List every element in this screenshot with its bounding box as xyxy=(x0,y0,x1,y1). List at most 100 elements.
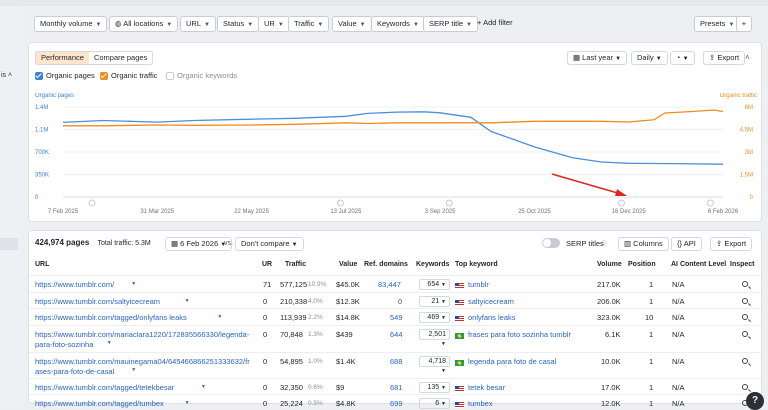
organic-pages-checkbox[interactable]: Organic pages xyxy=(35,71,95,80)
url-menu-chevron-icon[interactable]: ▼ xyxy=(184,298,190,304)
table-row[interactable]: https://www.tumblr.com/mauinegama04/6454… xyxy=(29,352,763,378)
col-header-volume[interactable]: Volume xyxy=(597,261,622,268)
table-row[interactable]: https://www.tumblr.com/saltyicecream ▼ 0 21… xyxy=(29,292,763,308)
url-filter[interactable]: URL ▼ xyxy=(180,16,216,32)
url-link[interactable]: https://www.tumblr.com/tagged/onlyfans l… xyxy=(35,313,187,322)
organic-keywords-checkbox[interactable]: Organic keywords xyxy=(166,71,237,80)
chart-export-button[interactable]: ⇪ Export xyxy=(703,51,746,65)
url-link[interactable]: https://www.tumblr.com/mariaclara1220/17… xyxy=(35,330,250,339)
inspect-search-icon[interactable] xyxy=(742,358,748,364)
right-axis-title: Organic traffic xyxy=(720,93,757,99)
inspect-search-icon[interactable] xyxy=(742,298,748,304)
tab-compare-pages[interactable]: Compare pages xyxy=(88,52,153,64)
url-link-continued[interactable]: ases-para-foto-de-casal xyxy=(35,367,115,376)
traffic-filter[interactable]: Traffic ▼ xyxy=(288,16,330,32)
col-header-inspect[interactable]: Inspect xyxy=(730,261,755,268)
col-header-ur[interactable]: UR xyxy=(262,261,273,268)
url-link[interactable]: https://www.tumblr.com/mauinegama04/6454… xyxy=(35,357,250,366)
col-header-ref-domains[interactable]: Ref. domains xyxy=(364,261,408,268)
date-dropdown[interactable]: ▦ 6 Feb 2026 ▼ xyxy=(165,237,233,251)
table-row[interactable]: https://www.tumblr.com/tagged/tumbex ▼ 0 25… xyxy=(29,394,763,410)
traffic-value: 210,338 xyxy=(280,297,308,306)
inspect-search-icon[interactable] xyxy=(742,281,748,287)
table-row[interactable]: https://www.tumblr.com/mariaclara1220/17… xyxy=(29,325,763,352)
url-link[interactable]: https://www.tumblr.com/tagged/tetekbesar xyxy=(35,383,175,392)
url-link[interactable]: https://www.tumblr.com/saltyicecream xyxy=(35,297,161,306)
ref-domains-link[interactable]: 681 xyxy=(390,383,403,392)
collapse-icon[interactable]: ˄ xyxy=(745,53,750,62)
status-filter[interactable]: Status ▼ xyxy=(217,16,260,32)
url-link-continued[interactable]: para-foto-sozinha xyxy=(35,340,94,349)
right-tick-label: 4.5M xyxy=(740,128,753,134)
tab-performance[interactable]: Performance xyxy=(36,52,89,64)
keywords-dropdown[interactable]: 2,501 ▼ xyxy=(419,329,450,347)
traffic-value: 70,848 xyxy=(280,330,303,339)
url-link[interactable]: https://www.tumblr.com/ xyxy=(35,280,115,289)
ref-domains-link[interactable]: 0 xyxy=(398,297,403,306)
ref-domains-link[interactable]: 83,447 xyxy=(378,280,401,289)
table-export-button[interactable]: ⇪ Export xyxy=(710,237,753,251)
columns-button[interactable]: ▥ Columns xyxy=(618,237,669,251)
ur-filter[interactable]: UR ▼ xyxy=(258,16,290,32)
right-tick-label: 0 xyxy=(750,195,754,201)
ref-domains-link[interactable]: 688 xyxy=(390,357,403,366)
top-keyword-link[interactable]: onlyfans leaks xyxy=(468,313,516,322)
help-button[interactable]: ? xyxy=(746,392,764,410)
top-keyword-link[interactable]: tetek besar xyxy=(468,383,506,392)
top-keyword-link[interactable]: tumblr xyxy=(468,280,489,289)
inspect-search-icon[interactable] xyxy=(742,314,748,320)
inspect-search-icon[interactable] xyxy=(742,384,748,390)
ref-domains-link[interactable]: 549 xyxy=(390,313,403,322)
granularity-dropdown[interactable]: Daily ▼ xyxy=(631,51,668,65)
col-header-traffic[interactable]: Traffic xyxy=(285,261,307,268)
traffic-share: 2.2% xyxy=(308,314,323,321)
serp-titles-toggle[interactable] xyxy=(542,238,560,248)
traffic-label: Traffic xyxy=(294,19,315,28)
inspect-search-icon[interactable] xyxy=(742,331,748,337)
keywords-dropdown[interactable]: 21 ▼ xyxy=(419,296,450,307)
annotations-dropdown[interactable]: ◔ ▼ xyxy=(670,51,695,65)
sidebar-active-tab[interactable] xyxy=(0,238,18,250)
top-keyword-link[interactable]: legenda para foto de casal xyxy=(468,357,557,366)
brazil-flag-icon xyxy=(455,360,464,367)
url-menu-chevron-icon[interactable]: ▼ xyxy=(131,281,137,287)
url-menu-chevron-icon[interactable]: ▼ xyxy=(106,340,112,346)
api-button[interactable]: {} API xyxy=(671,237,702,251)
presets-dropdown[interactable]: Presets ▼ xyxy=(694,16,741,32)
monthly-volume-filter[interactable]: Monthly volume ▼ xyxy=(34,16,108,32)
sidebar-partial-label[interactable]: is ˄ xyxy=(1,72,13,79)
table-row[interactable]: https://www.tumblr.com/tagged/onlyfans l… xyxy=(29,308,763,325)
col-header-top-keyword[interactable]: Top keyword xyxy=(455,261,498,268)
url-menu-chevron-icon[interactable]: ▼ xyxy=(201,384,206,390)
top-keyword-link[interactable]: frases para foto sozinha tumblr xyxy=(468,330,571,339)
locations-filter[interactable]: ◍ All locations ▼ xyxy=(109,16,179,32)
organic-traffic-checkbox[interactable]: Organic traffic xyxy=(100,71,158,80)
keywords-filter[interactable]: Keywords ▼ xyxy=(371,16,425,32)
serp-title-filter[interactable]: SERP title ▼ xyxy=(423,16,478,32)
compare-dropdown[interactable]: Don't compare ▼ xyxy=(235,237,304,251)
add-preset-button[interactable]: + xyxy=(736,16,752,32)
keywords-dropdown[interactable]: 469 ▼ xyxy=(419,312,450,323)
url-menu-chevron-icon[interactable]: ▼ xyxy=(184,400,190,406)
table-row[interactable]: https://www.tumblr.com/ ▼ 71 577,125 10.9% $4… xyxy=(29,275,763,292)
url-menu-chevron-icon[interactable]: ▼ xyxy=(217,314,223,320)
period-dropdown[interactable]: ▦ Last year ▼ xyxy=(567,51,628,65)
country-flag xyxy=(455,298,468,307)
table-row[interactable]: https://www.tumblr.com/tagged/tetekbesar… xyxy=(29,378,763,394)
left-tick-label: 0 xyxy=(35,195,39,201)
col-header-keywords[interactable]: Keywords xyxy=(416,261,450,268)
keywords-dropdown[interactable]: 654 ▼ xyxy=(419,279,450,290)
value-filter[interactable]: Value ▼ xyxy=(332,16,372,32)
col-header-position[interactable]: Position xyxy=(628,261,656,268)
ref-domains-link[interactable]: 644 xyxy=(390,330,403,339)
col-header-url[interactable]: URL xyxy=(35,261,50,268)
top-keyword-link[interactable]: saltyicecream xyxy=(468,297,514,306)
performance-panel: Performance Compare pages ▦ Last year ▼ … xyxy=(28,42,762,222)
keywords-dropdown[interactable]: 4,718 ▼ xyxy=(419,356,450,374)
us-flag-icon xyxy=(455,386,464,393)
keywords-dropdown[interactable]: 135 ▼ xyxy=(419,382,450,393)
add-filter-button[interactable]: + Add filter xyxy=(472,16,518,32)
url-menu-chevron-icon[interactable]: ▼ xyxy=(131,367,137,373)
col-header-value[interactable]: Value xyxy=(339,261,358,268)
col-header-ai-content[interactable]: AI Content Level xyxy=(671,261,727,268)
